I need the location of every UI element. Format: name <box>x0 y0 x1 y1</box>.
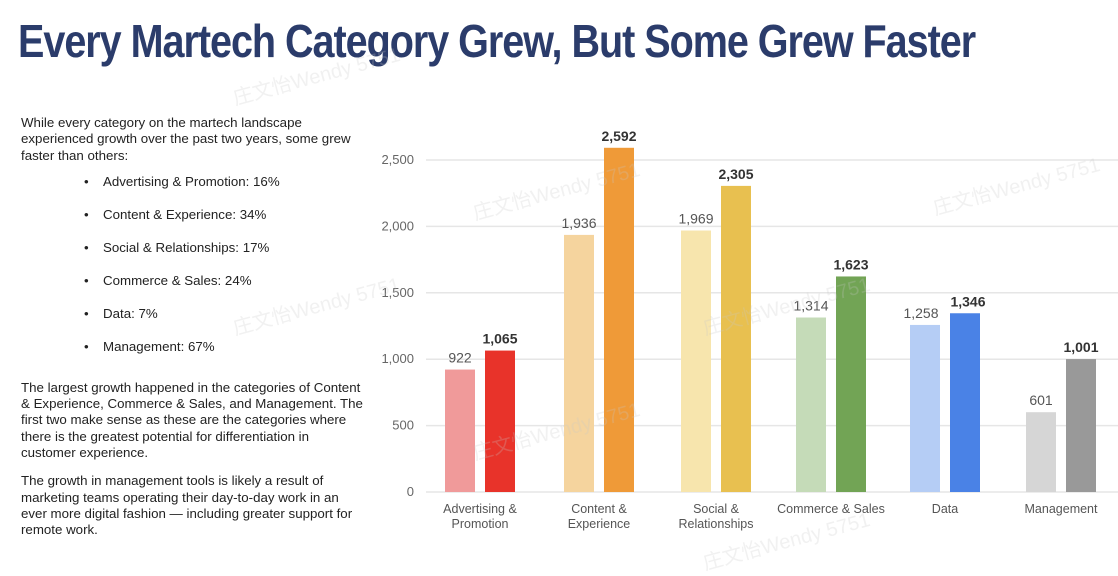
x-tick-label: Data <box>932 502 958 516</box>
y-tick-label: 1,000 <box>381 351 414 366</box>
y-tick-label: 0 <box>407 484 414 499</box>
x-tick-label: Commerce & Sales <box>777 502 885 516</box>
management-paragraph: The growth in management tools is likely… <box>21 473 353 538</box>
x-tick-label: Content & <box>571 502 627 516</box>
y-tick-label: 1,500 <box>381 285 414 300</box>
data-label: 922 <box>448 350 472 366</box>
growth-item: Social & Relationships: 17% <box>84 240 366 273</box>
data-label: 1,936 <box>561 215 596 231</box>
x-tick-label: Management <box>1025 502 1098 516</box>
bar-later <box>1066 359 1096 492</box>
growth-item: Management: 67% <box>84 339 366 372</box>
x-tick-label: Advertising & <box>443 502 517 516</box>
data-label: 2,305 <box>718 166 753 182</box>
x-tick-label: Experience <box>568 517 631 531</box>
growth-item: Advertising & Promotion: 16% <box>84 174 366 207</box>
data-label: 1,969 <box>678 211 713 227</box>
y-tick-label: 2,000 <box>381 218 414 233</box>
y-tick-label: 2,500 <box>381 152 414 167</box>
data-label: 1,258 <box>903 305 938 321</box>
bar-earlier <box>564 234 594 492</box>
bar-earlier <box>445 369 475 492</box>
bar-earlier <box>796 317 826 492</box>
bar-earlier <box>910 324 940 492</box>
bar-later <box>836 276 866 492</box>
bar-chart: 0 500 1,000 1,500 2,000 2,500 922 1,065 Advertis… <box>381 128 1118 531</box>
bar-later <box>950 313 980 492</box>
data-label: 1,065 <box>482 331 517 347</box>
y-tick-label: 500 <box>392 418 414 433</box>
bar-later <box>604 147 634 492</box>
analysis-paragraph: The largest growth happened in the categ… <box>21 379 363 461</box>
data-label: 601 <box>1029 392 1053 408</box>
x-tick-label: Social & <box>693 502 740 516</box>
growth-item: Data: 7% <box>84 306 366 339</box>
bar-earlier <box>1026 412 1056 492</box>
page-title: Every Martech Category Grew, But Some Gr… <box>18 15 976 67</box>
intro-paragraph: While every category on the martech land… <box>21 115 351 163</box>
x-tick-label: Promotion <box>452 517 509 531</box>
data-label: 1,623 <box>833 256 868 272</box>
growth-item: Commerce & Sales: 24% <box>84 273 366 306</box>
text-column: While every category on the martech land… <box>21 115 366 539</box>
bar-earlier <box>681 230 711 493</box>
data-label: 1,001 <box>1063 339 1098 355</box>
x-tick-label: Relationships <box>678 517 753 531</box>
data-label: 1,346 <box>950 293 985 309</box>
bar-later <box>485 350 515 492</box>
data-label: 1,314 <box>793 298 828 314</box>
data-label: 2,592 <box>601 128 636 144</box>
growth-list: Advertising & Promotion: 16% Content & E… <box>21 174 366 372</box>
bar-later <box>721 185 751 492</box>
growth-item: Content & Experience: 34% <box>84 207 366 240</box>
